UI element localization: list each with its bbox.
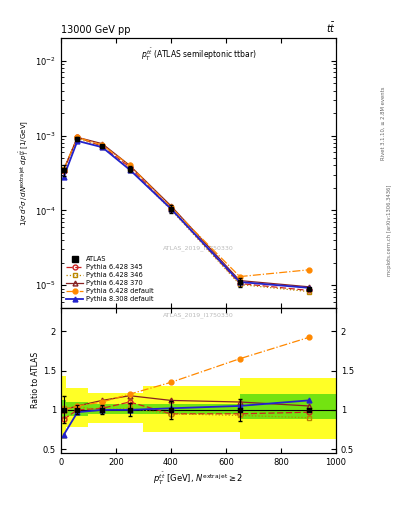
Text: mcplots.cern.ch [arXiv:1306.3436]: mcplots.cern.ch [arXiv:1306.3436] [387, 185, 391, 276]
Bar [240, 378, 336, 439]
Bar [66, 402, 88, 416]
Bar [61, 400, 66, 419]
Bar [61, 376, 66, 439]
Bar [66, 388, 88, 427]
Bar [88, 393, 143, 423]
Text: $p_T^{t\bar{t}}$ (ATLAS semileptonic ttbar): $p_T^{t\bar{t}}$ (ATLAS semileptonic ttb… [141, 47, 256, 62]
Legend: ATLAS, Pythia 6.428 345, Pythia 6.428 346, Pythia 6.428 370, Pythia 6.428 defaul: ATLAS, Pythia 6.428 345, Pythia 6.428 34… [64, 254, 155, 304]
Y-axis label: $1/\sigma\,d^2\sigma\,/\,dN^\mathrm{extra\,jet}\,d\,p_T^{t\bar{t}}$ [1/GeV]: $1/\sigma\,d^2\sigma\,/\,dN^\mathrm{extr… [18, 120, 32, 226]
Bar [88, 404, 143, 414]
Text: ATLAS_2019_I1750330: ATLAS_2019_I1750330 [163, 312, 234, 317]
Bar [240, 394, 336, 419]
Text: Rivet 3.1.10, ≥ 2.8M events: Rivet 3.1.10, ≥ 2.8M events [381, 86, 386, 160]
Bar [143, 404, 240, 414]
X-axis label: $p_T^{t\bar{t}}$ [GeV], $N^\mathrm{extra\,jet} \geq 2$: $p_T^{t\bar{t}}$ [GeV], $N^\mathrm{extra… [153, 471, 244, 487]
Text: 13000 GeV pp: 13000 GeV pp [61, 25, 130, 35]
Y-axis label: Ratio to ATLAS: Ratio to ATLAS [31, 352, 40, 409]
Text: ATLAS_2019_I1750330: ATLAS_2019_I1750330 [163, 246, 234, 251]
Text: $t\bar{t}$: $t\bar{t}$ [326, 21, 336, 35]
Bar [143, 386, 240, 432]
